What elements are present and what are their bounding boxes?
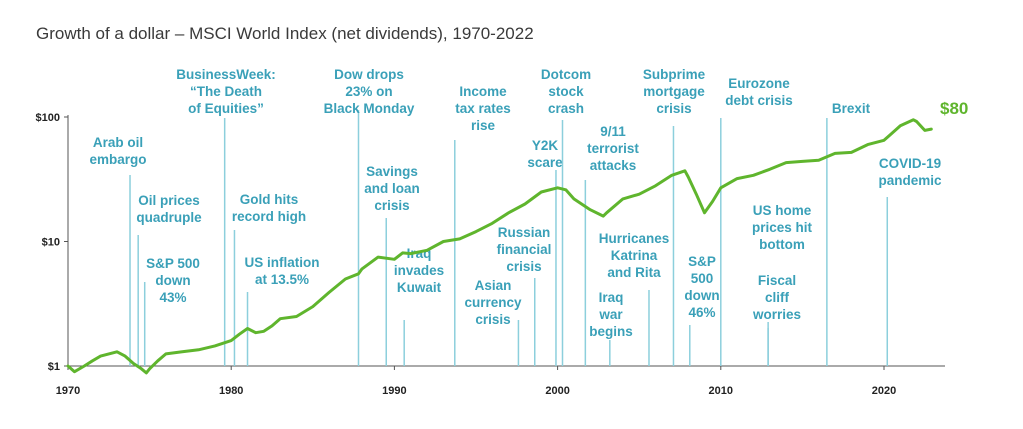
x-tick-label: 2020 (872, 385, 896, 397)
annotation-label: Dow drops 23% on Black Monday (324, 67, 415, 116)
annotation-label: Oil prices quadruple (136, 193, 202, 225)
x-tick-label: 2010 (709, 385, 733, 397)
y-tick-label: $10 (42, 237, 60, 249)
y-tick-label: $100 (36, 112, 60, 124)
annotation-label: Arab oil embargo (89, 135, 146, 167)
annotation-label: US home prices hit bottom (752, 203, 813, 252)
annotation-label: Russian financial crisis (497, 225, 552, 274)
annotation-label: Income tax rates rise (455, 84, 511, 133)
annotation-label: US inflation at 13.5% (245, 255, 320, 287)
annotation-label: S&P 500 down 43% (146, 256, 200, 305)
x-tick-label: 2000 (545, 385, 569, 397)
x-tick-label: 1970 (56, 385, 80, 397)
annotation-label: COVID-19 pandemic (878, 156, 942, 188)
annotation-label: Eurozone debt crisis (725, 76, 793, 108)
annotation-label: S&P 500 down 46% (684, 254, 719, 320)
annotation-label: Fiscal cliff worries (752, 273, 801, 322)
end-value-label: $80 (940, 99, 968, 118)
annotation-label: Brexit (832, 101, 871, 116)
annotation-label: Hurricanes Katrina and Rita (599, 231, 670, 280)
annotation-label: Gold hits record high (232, 192, 306, 224)
annotation-label: Y2K scare (527, 138, 563, 170)
annotation-label: Savings and loan crisis (364, 164, 420, 213)
annotation-label: Iraq invades Kuwait (394, 246, 444, 295)
y-tick-label: $1 (48, 361, 60, 373)
annotation-label: BusinessWeek: “The Death of Equities” (176, 67, 276, 116)
annotation-label: Dotcom stock crash (541, 67, 591, 116)
annotation-label: 9/11 terrorist attacks (587, 124, 639, 173)
x-tick-label: 1980 (219, 385, 243, 397)
annotation-label: Iraq war begins (589, 290, 633, 339)
annotation-label: Asian currency crisis (464, 278, 522, 327)
x-tick-label: 1990 (382, 385, 406, 397)
series-line (66, 118, 933, 375)
annotation-label: Subprime mortgage crisis (643, 67, 706, 116)
chart-title: Growth of a dollar – MSCI World Index (n… (36, 24, 534, 43)
